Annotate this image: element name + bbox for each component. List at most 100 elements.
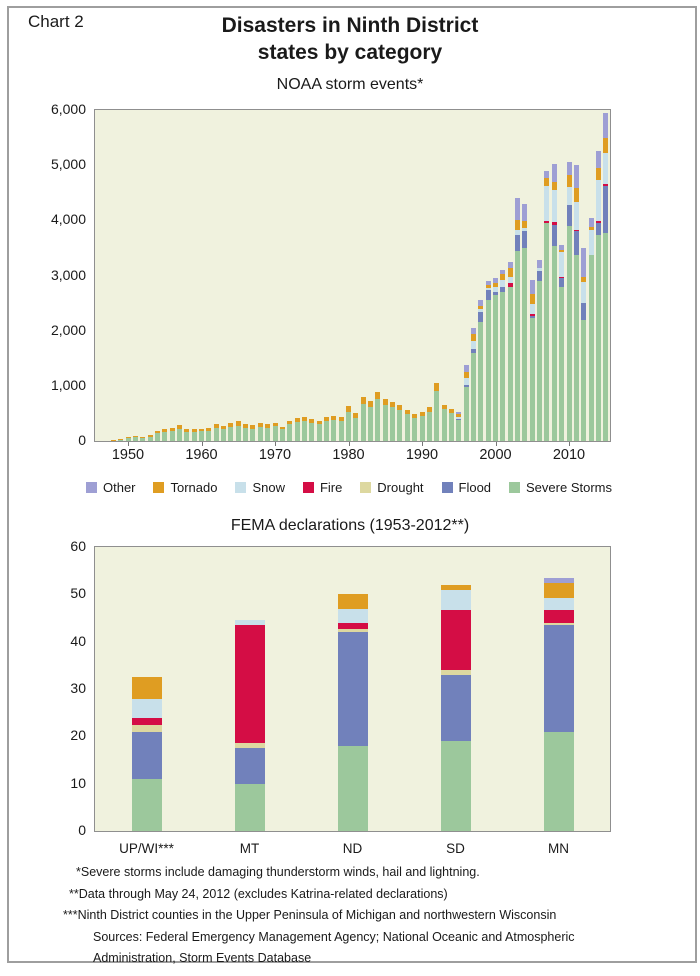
bar-2011-fire-segment <box>573 229 579 232</box>
bar-1997-severe-storms-segment <box>470 352 476 441</box>
bar-2002-tornado-segment <box>507 267 513 277</box>
bar-2015-flood-segment <box>603 186 609 234</box>
bar-2005-flood-segment <box>529 316 535 318</box>
fema-y-axis-label: 50 <box>70 585 86 602</box>
bar-1980-tornado-segment <box>346 405 351 413</box>
bar-1979-severe-storms-segment <box>338 421 344 441</box>
bar-2014-fire-segment <box>595 221 601 224</box>
bar-2005-tornado-segment <box>529 293 535 305</box>
bar-1968-severe-storms-segment <box>257 426 263 441</box>
other-swatch-icon <box>86 482 97 493</box>
bar-1972-tornado-segment <box>287 420 293 425</box>
bar-2003-severe-storms-segment <box>515 250 521 441</box>
bar-2006-snow-segment <box>537 267 543 272</box>
bar-1993-tornado-segment <box>441 404 447 410</box>
bar-1989-tornado-segment <box>412 413 418 418</box>
bar-2000-severe-storms-segment <box>493 294 498 441</box>
bar-1999-flood-segment <box>485 290 491 301</box>
bar-nd-flood-segment <box>337 632 368 746</box>
fema-x-axis-label: UP/WI*** <box>119 841 174 856</box>
fema-x-axis-label: MN <box>548 841 569 856</box>
noaa-y-axis-label: 5,000 <box>50 156 86 173</box>
bar-1984-severe-storms-segment <box>375 399 381 441</box>
bar-1950-severe-storms-segment <box>125 438 131 441</box>
bar-nd-snow-segment <box>337 609 368 623</box>
fema-chart-title: FEMA declarations (1953-2012**) <box>230 517 470 534</box>
bar-up-wi--severe-storms-segment <box>131 778 162 831</box>
bar-2011-severe-storms-segment <box>573 254 579 441</box>
bar-2011-other-segment <box>573 165 579 189</box>
bar-2002-fire-segment <box>507 283 513 287</box>
bar-1999-other-segment <box>485 281 491 285</box>
bar-mn-other-segment <box>543 577 574 583</box>
bar-1990-severe-storms-segment <box>419 416 425 441</box>
bar-2002-snow-segment <box>507 276 513 284</box>
bar-1983-tornado-segment <box>368 400 374 407</box>
bar-1965-severe-storms-segment <box>235 425 241 441</box>
noaa-x-axis-label: 1960 <box>185 447 218 463</box>
legend-item-fire: Fire <box>302 480 342 495</box>
bar-1955-tornado-segment <box>162 429 168 433</box>
bar-1976-tornado-segment <box>316 420 322 425</box>
bar-1997-other-segment <box>470 327 476 334</box>
bar-1978-severe-storms-segment <box>331 420 337 441</box>
bar-2008-severe-storms-segment <box>551 246 557 441</box>
flood-swatch-icon <box>441 482 453 493</box>
bar-1964-severe-storms-segment <box>228 427 234 441</box>
bar-1989-severe-storms-segment <box>412 417 418 441</box>
bar-2003-flood-segment <box>515 235 521 251</box>
bar-mn-flood-segment <box>543 625 574 732</box>
bar-1995-tornado-segment <box>456 413 462 418</box>
bar-1951-severe-storms-segment <box>132 437 138 441</box>
bar-2013-snow-segment <box>588 230 594 256</box>
page-title: Disasters in Ninth District states by ca… <box>0 12 700 66</box>
bar-1967-severe-storms-segment <box>250 428 256 441</box>
bar-1993-severe-storms-segment <box>441 409 447 441</box>
bar-nd-drought-segment <box>337 628 368 633</box>
bar-1975-tornado-segment <box>309 418 315 423</box>
bar-1992-severe-storms-segment <box>434 390 440 441</box>
bar-1991-tornado-segment <box>426 406 432 412</box>
legend-item-drought: Drought <box>360 480 424 495</box>
legend-label: Drought <box>377 480 424 495</box>
bar-2014-tornado-segment <box>595 167 601 180</box>
bar-2015-severe-storms-segment <box>603 233 609 441</box>
bar-1995-flood-segment <box>456 418 462 421</box>
bar-2012-severe-storms-segment <box>581 319 587 441</box>
bar-2009-flood-segment <box>559 278 565 287</box>
bar-1963-severe-storms-segment <box>221 429 227 441</box>
bar-2012-tornado-segment <box>581 277 587 283</box>
bar-1970-tornado-segment <box>272 422 278 427</box>
bar-1954-severe-storms-segment <box>154 433 160 441</box>
bar-1984-tornado-segment <box>375 391 381 400</box>
bar-1958-severe-storms-segment <box>184 431 190 441</box>
bar-1983-severe-storms-segment <box>368 406 374 441</box>
noaa-x-axis-tick <box>569 442 570 446</box>
legend-label: Tornado <box>170 480 218 495</box>
bar-2004-other-segment <box>522 203 528 221</box>
bar-1968-tornado-segment <box>257 423 263 427</box>
bar-1971-tornado-segment <box>279 426 285 430</box>
bar-2013-tornado-segment <box>588 226 594 231</box>
bar-1949-tornado-segment <box>118 438 124 440</box>
bar-2014-snow-segment <box>595 179 601 222</box>
bar-1982-severe-storms-segment <box>360 403 366 441</box>
noaa-x-axis-tick <box>275 442 276 446</box>
bar-1964-tornado-segment <box>228 423 234 428</box>
bar-1995-other-segment <box>456 411 462 414</box>
noaa-x-axis-label: 2000 <box>479 447 512 463</box>
bar-2009-tornado-segment <box>559 250 565 252</box>
bar-2000-snow-segment <box>493 287 498 292</box>
noaa-x-axis-label: 1990 <box>405 447 439 463</box>
noaa-x-axis-tick <box>128 442 129 446</box>
bar-mn-tornado-segment <box>543 582 574 599</box>
snow-swatch-icon <box>235 482 247 493</box>
bar-1990-tornado-segment <box>419 412 425 417</box>
bar-2012-other-segment <box>581 247 587 278</box>
noaa-x-axis-tick <box>495 442 497 446</box>
bar-1997-flood-segment <box>470 349 476 353</box>
bar-2004-tornado-segment <box>522 220 528 229</box>
legend-item-tornado: Tornado <box>153 480 217 495</box>
bar-mn-fire-segment <box>543 609 574 623</box>
